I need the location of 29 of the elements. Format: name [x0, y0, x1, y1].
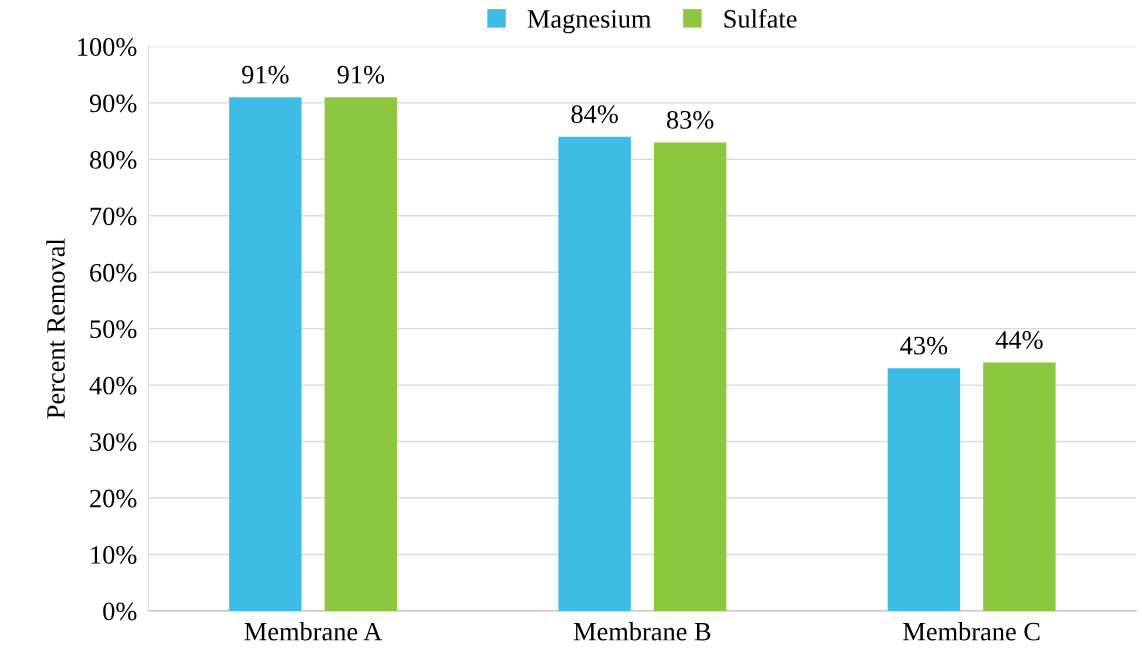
- y-tick-label: 10%: [91, 546, 137, 564]
- y-tick-label: 100%: [78, 38, 137, 56]
- y-tick-label: 60%: [90, 263, 137, 282]
- y-tick-label: 50%: [90, 320, 137, 339]
- bar: [229, 97, 302, 611]
- legend-label: Magnesium: [527, 10, 652, 34]
- bar: [983, 362, 1056, 611]
- x-tick-label: Membrane B: [573, 621, 711, 641]
- data-label: 91%: [337, 65, 385, 84]
- x-tick-label: Membrane C: [903, 621, 1040, 641]
- y-axis-title: Percent Removal: [46, 238, 65, 419]
- legend-label: Sulfate: [724, 9, 797, 28]
- y-tick-label: 30%: [90, 433, 137, 452]
- data-label: 91%: [242, 65, 289, 84]
- y-tick-label: 80%: [89, 150, 137, 169]
- y-tick-label: 70%: [90, 207, 137, 226]
- y-tick-label: 40%: [89, 376, 137, 395]
- bar: [324, 97, 398, 611]
- y-tick-label: 90%: [89, 94, 137, 113]
- data-label: 83%: [666, 110, 714, 129]
- data-label: 44%: [995, 331, 1043, 349]
- bar: [653, 142, 727, 611]
- y-tick-label: 20%: [90, 489, 137, 508]
- data-label: 43%: [900, 336, 948, 355]
- data-label: 84%: [571, 105, 618, 124]
- x-tick-label: Membrane A: [244, 621, 383, 641]
- y-tick-label: 0%: [103, 602, 137, 621]
- bar: [887, 368, 961, 611]
- bar: [558, 136, 631, 611]
